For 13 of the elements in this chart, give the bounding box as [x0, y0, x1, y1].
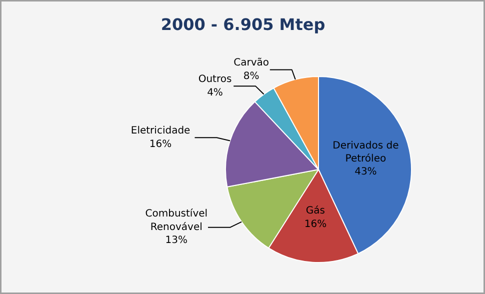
data-label: 43%	[354, 166, 377, 178]
slice-label: Combustível Renovável	[145, 208, 208, 233]
data-label: 4%	[207, 87, 223, 98]
slice-label: Carvão	[234, 58, 269, 69]
data-label: 16%	[304, 218, 327, 230]
slice-label: Derivados de Petróleo	[332, 140, 399, 164]
data-label: 8%	[243, 70, 260, 82]
slice-label: Outros	[198, 74, 232, 86]
data-label: 13%	[165, 235, 188, 246]
chart-title: 2000 - 6.905 Mtep	[160, 15, 326, 34]
slice-label: Eletricidade	[130, 126, 190, 137]
data-label: 16%	[149, 138, 172, 150]
slice-label: Gás	[306, 206, 326, 217]
